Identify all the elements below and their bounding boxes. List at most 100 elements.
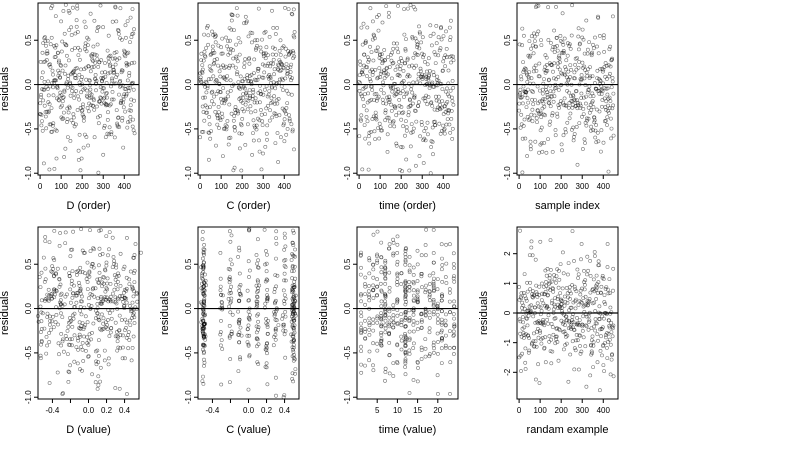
data-point [602,341,607,346]
data-point [255,303,260,308]
data-point [123,317,128,322]
data-point [38,101,43,106]
data-point [273,326,278,331]
data-point [452,316,457,321]
data-point [537,284,542,289]
data-point [276,62,280,67]
data-point [237,317,242,322]
data-point [391,240,396,245]
data-point [439,361,444,366]
data-point [65,53,69,58]
data-point [86,37,91,42]
data-point [451,58,456,63]
data-point [106,318,110,322]
data-point [597,263,602,268]
data-point [417,154,422,158]
data-point [121,299,126,304]
x-tick-label: 100 [214,182,228,191]
data-point [565,300,570,305]
data-point [122,287,127,292]
data-point [59,311,63,316]
data-point [540,281,544,286]
data-point [92,52,97,57]
data-point [604,99,609,104]
data-point [76,268,81,273]
data-point [523,360,528,365]
data-point [106,253,110,258]
data-point [387,352,392,357]
data-point [367,284,371,288]
data-point [411,298,416,303]
data-point [441,59,446,64]
data-point [265,287,270,292]
data-point [115,124,120,129]
data-point [584,101,588,106]
data-point [270,8,274,13]
data-point [87,269,92,274]
data-point [519,334,524,339]
data-point [543,113,547,118]
data-point [49,327,53,332]
x-tick-label: 0.4 [119,406,131,415]
data-point [419,348,424,353]
data-point [443,275,448,279]
data-point [435,277,440,282]
data-point [116,279,120,284]
data-point [106,356,111,361]
data-point [206,33,211,38]
data-point [402,32,407,37]
data-point [49,106,54,111]
data-point [449,117,454,121]
data-point [229,18,234,23]
data-point [82,19,87,24]
data-point [292,305,297,310]
data-point [572,97,577,102]
data-point [200,256,205,261]
data-point [415,290,420,295]
data-point [292,285,297,290]
data-point [518,87,523,92]
data-point [87,78,92,83]
data-point [372,129,377,134]
data-point [415,300,420,305]
data-point [547,334,552,339]
data-point [291,243,296,248]
data-point [422,129,427,134]
data-point [533,63,538,68]
data-point [66,77,71,81]
data-point [589,108,594,112]
data-point [68,287,73,292]
data-point [76,53,81,58]
data-point [592,118,597,123]
data-point [278,38,283,43]
data-point [281,65,286,70]
data-point [550,325,555,329]
data-point [41,98,46,103]
data-point [438,102,443,107]
data-point [207,122,212,127]
data-point [380,20,385,25]
data-point [76,338,81,343]
data-point [605,123,609,127]
data-point [50,4,55,8]
data-point [533,98,538,103]
data-point [432,107,437,112]
data-point [587,299,592,304]
data-point [84,77,89,82]
data-point [376,75,381,80]
data-point [254,253,259,257]
data-point [102,126,107,130]
data-point [119,318,124,322]
data-point [565,318,570,323]
data-point [534,44,539,49]
data-point [532,331,536,336]
data-point [264,277,269,282]
data-point [407,308,412,313]
data-point [238,87,242,91]
data-point [232,114,237,118]
data-point [410,101,415,106]
data-point [291,327,296,332]
data-point [599,128,604,133]
data-point [129,108,133,113]
data-point [285,72,289,77]
